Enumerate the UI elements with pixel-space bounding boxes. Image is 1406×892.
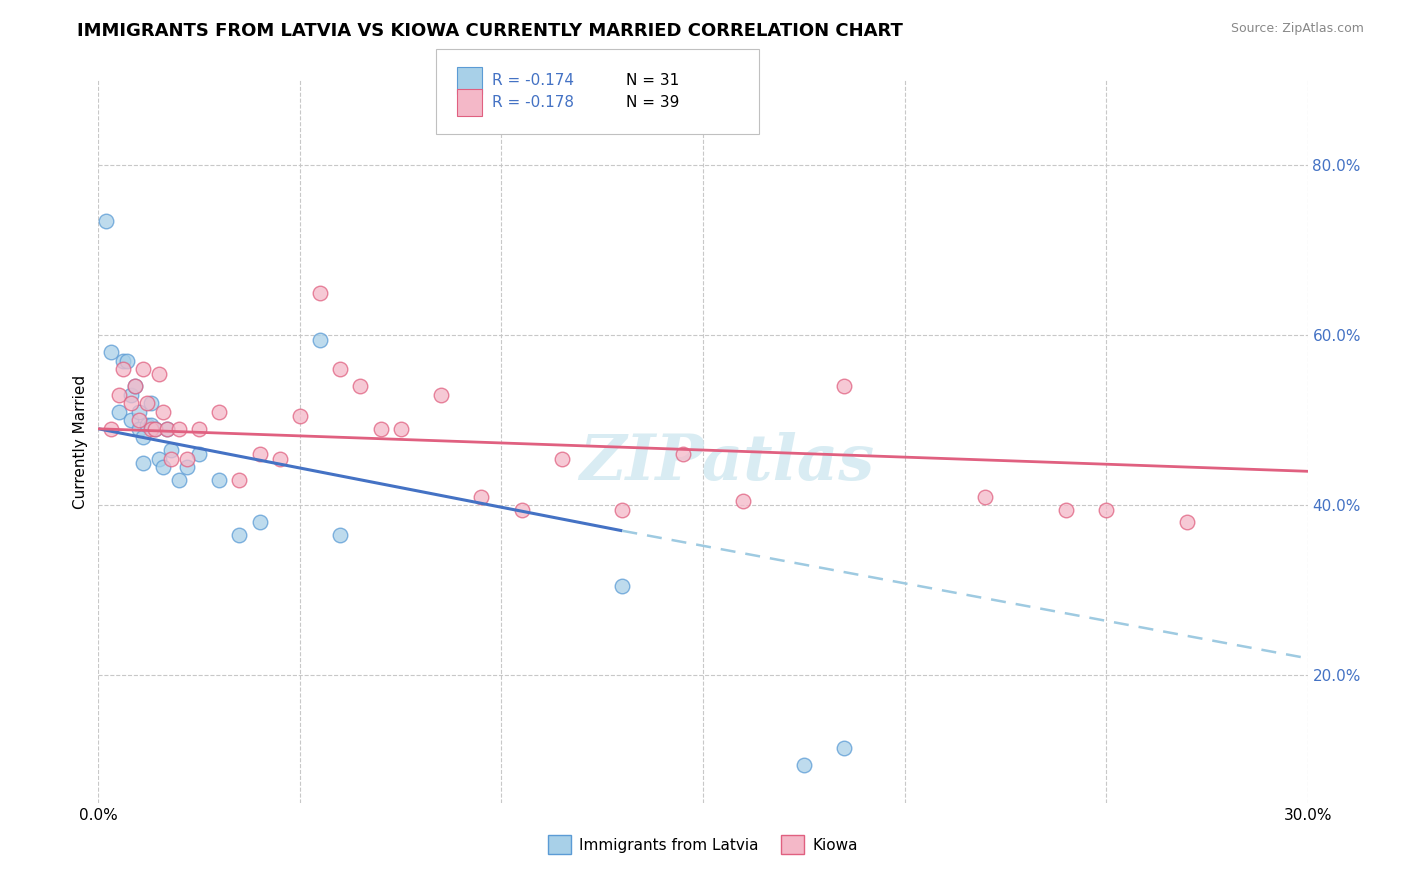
Text: Source: ZipAtlas.com: Source: ZipAtlas.com [1230, 22, 1364, 36]
Point [832, 740, 855, 755]
Point [132, 456, 155, 470]
Point [120, 413, 142, 427]
Point [115, 353, 138, 368]
Point [107, 388, 129, 402]
Point [148, 451, 170, 466]
Point [208, 473, 231, 487]
Point [156, 422, 179, 436]
Point [188, 447, 211, 461]
Point [1095, 502, 1118, 516]
Point [551, 451, 574, 466]
Point [249, 516, 271, 530]
Point [152, 460, 174, 475]
Text: IMMIGRANTS FROM LATVIA VS KIOWA CURRENTLY MARRIED CORRELATION CHART: IMMIGRANTS FROM LATVIA VS KIOWA CURRENTL… [77, 22, 903, 40]
Point [135, 396, 157, 410]
Text: N = 31: N = 31 [626, 73, 679, 87]
Point [100, 345, 122, 359]
Point [124, 379, 146, 393]
Point [329, 362, 352, 376]
Point [128, 413, 150, 427]
Point [430, 388, 453, 402]
Point [974, 490, 997, 504]
Point [111, 362, 134, 376]
Point [139, 422, 162, 436]
Point [1054, 502, 1077, 516]
Point [612, 579, 634, 593]
Point [672, 447, 695, 461]
Point [135, 417, 157, 432]
Point [120, 388, 142, 402]
Point [733, 494, 755, 508]
Point [793, 757, 815, 772]
Point [143, 422, 166, 436]
Point [349, 379, 371, 393]
Point [208, 405, 231, 419]
Point [176, 451, 198, 466]
Point [612, 502, 634, 516]
Point [269, 451, 291, 466]
Point [111, 353, 134, 368]
Point [329, 528, 352, 542]
Point [124, 379, 146, 393]
Point [470, 490, 492, 504]
Point [139, 396, 162, 410]
Point [832, 379, 855, 393]
Point [107, 405, 129, 419]
Point [139, 417, 162, 432]
Point [100, 422, 122, 436]
Y-axis label: Currently Married: Currently Married [73, 375, 89, 508]
Point [167, 473, 190, 487]
Point [288, 409, 311, 423]
Point [228, 528, 250, 542]
Point [132, 362, 155, 376]
Point [152, 405, 174, 419]
Legend: Immigrants from Latvia, Kiowa: Immigrants from Latvia, Kiowa [543, 830, 863, 860]
Point [132, 430, 155, 444]
Point [188, 422, 211, 436]
Point [143, 422, 166, 436]
Point [167, 422, 190, 436]
Point [228, 473, 250, 487]
Text: ZIPatlas: ZIPatlas [579, 433, 875, 494]
Text: R = -0.174: R = -0.174 [492, 73, 574, 87]
Text: R = -0.178: R = -0.178 [492, 95, 574, 110]
Point [176, 460, 198, 475]
Text: N = 39: N = 39 [626, 95, 679, 110]
Point [156, 422, 179, 436]
Point [148, 367, 170, 381]
Point [128, 422, 150, 436]
Point [120, 396, 142, 410]
Point [160, 443, 183, 458]
Point [389, 422, 412, 436]
Point [1175, 516, 1198, 530]
Point [249, 447, 271, 461]
Point [370, 422, 392, 436]
Point [309, 333, 332, 347]
Point [510, 502, 533, 516]
Point [160, 451, 183, 466]
Point [309, 285, 332, 300]
Point [96, 213, 118, 227]
Point [128, 405, 150, 419]
